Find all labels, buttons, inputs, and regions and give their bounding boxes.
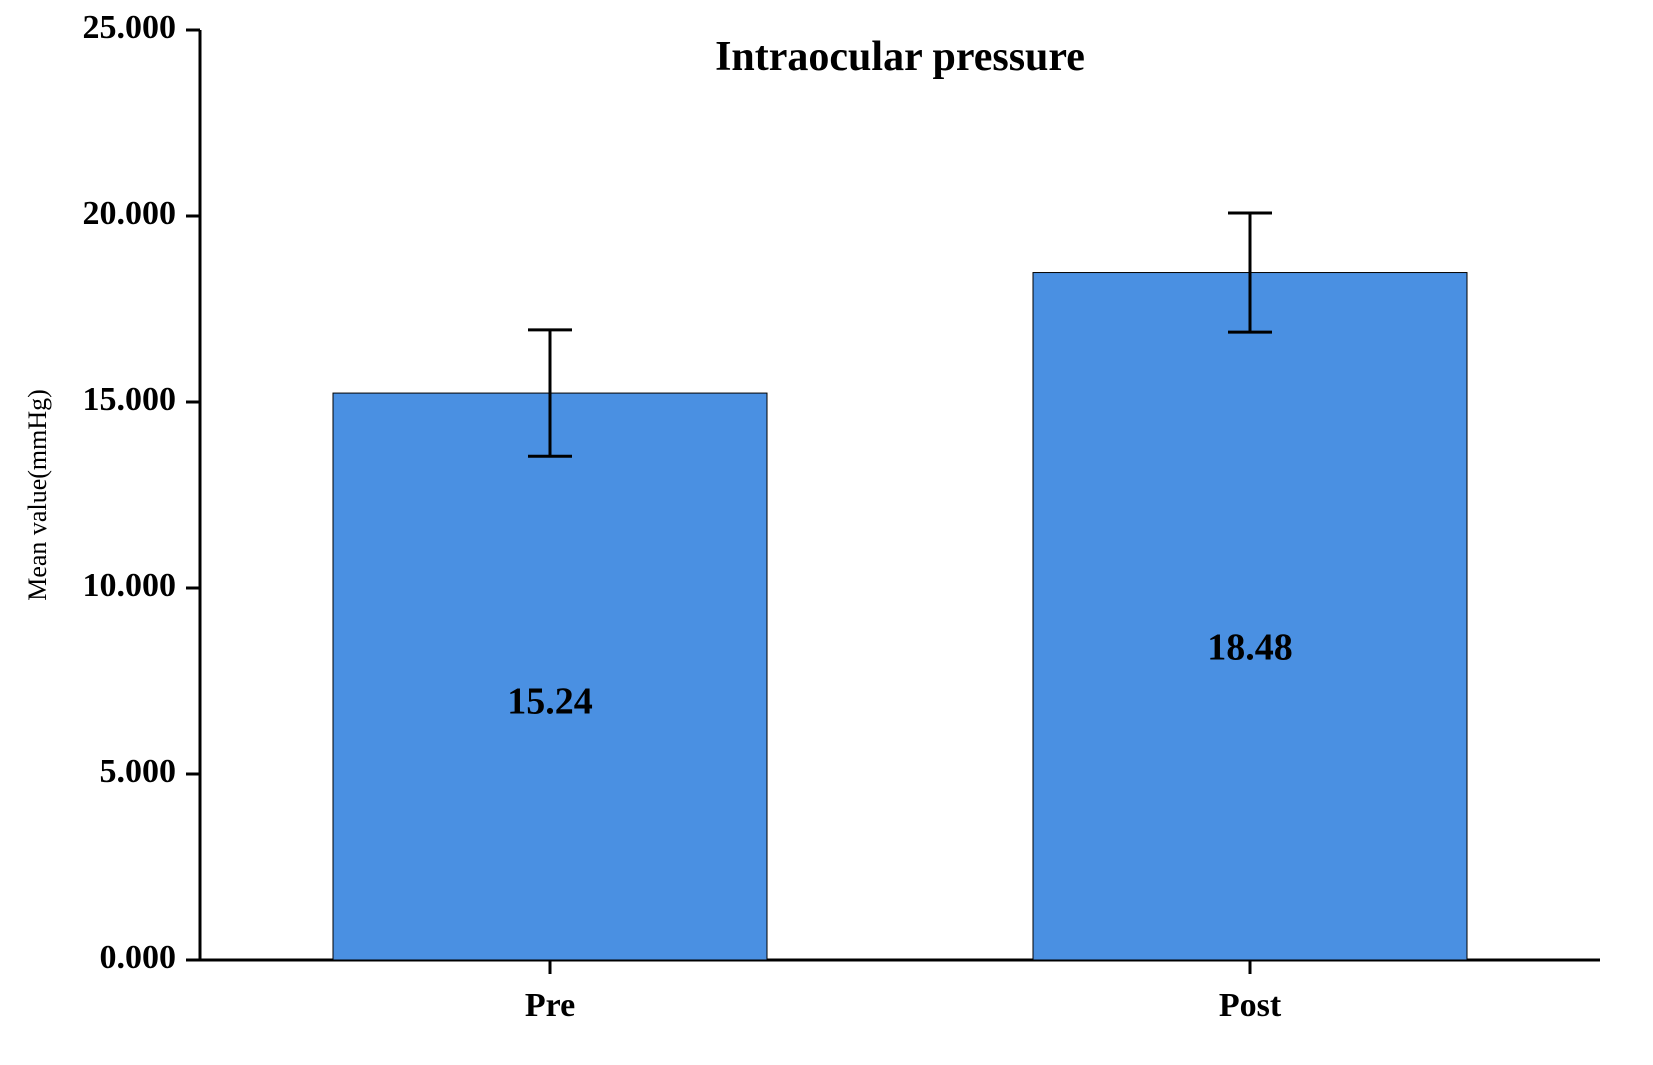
y-axis-label: Mean value(mmHg) bbox=[23, 389, 52, 601]
y-tick-label: 0.000 bbox=[100, 939, 177, 976]
chart-svg: Intraocular pressure 0.000 5.000 10.000 15.0… bbox=[0, 0, 1653, 1065]
y-tick-label: 25.000 bbox=[83, 9, 177, 46]
x-category-label: Post bbox=[1219, 987, 1282, 1024]
y-tick-label: 20.000 bbox=[83, 195, 177, 232]
x-category-label: Pre bbox=[525, 987, 575, 1024]
y-tick-label: 10.000 bbox=[83, 567, 177, 604]
chart-title: Intraocular pressure bbox=[715, 34, 1085, 80]
bar-value-label: 18.48 bbox=[1207, 626, 1293, 668]
bar bbox=[333, 393, 767, 960]
y-tick-label: 15.000 bbox=[83, 381, 177, 418]
bar-chart: Intraocular pressure 0.000 5.000 10.000 15.0… bbox=[0, 0, 1653, 1065]
y-tick-label: 5.000 bbox=[100, 753, 177, 790]
bar bbox=[1033, 273, 1467, 960]
bar-value-label: 15.24 bbox=[507, 681, 593, 723]
